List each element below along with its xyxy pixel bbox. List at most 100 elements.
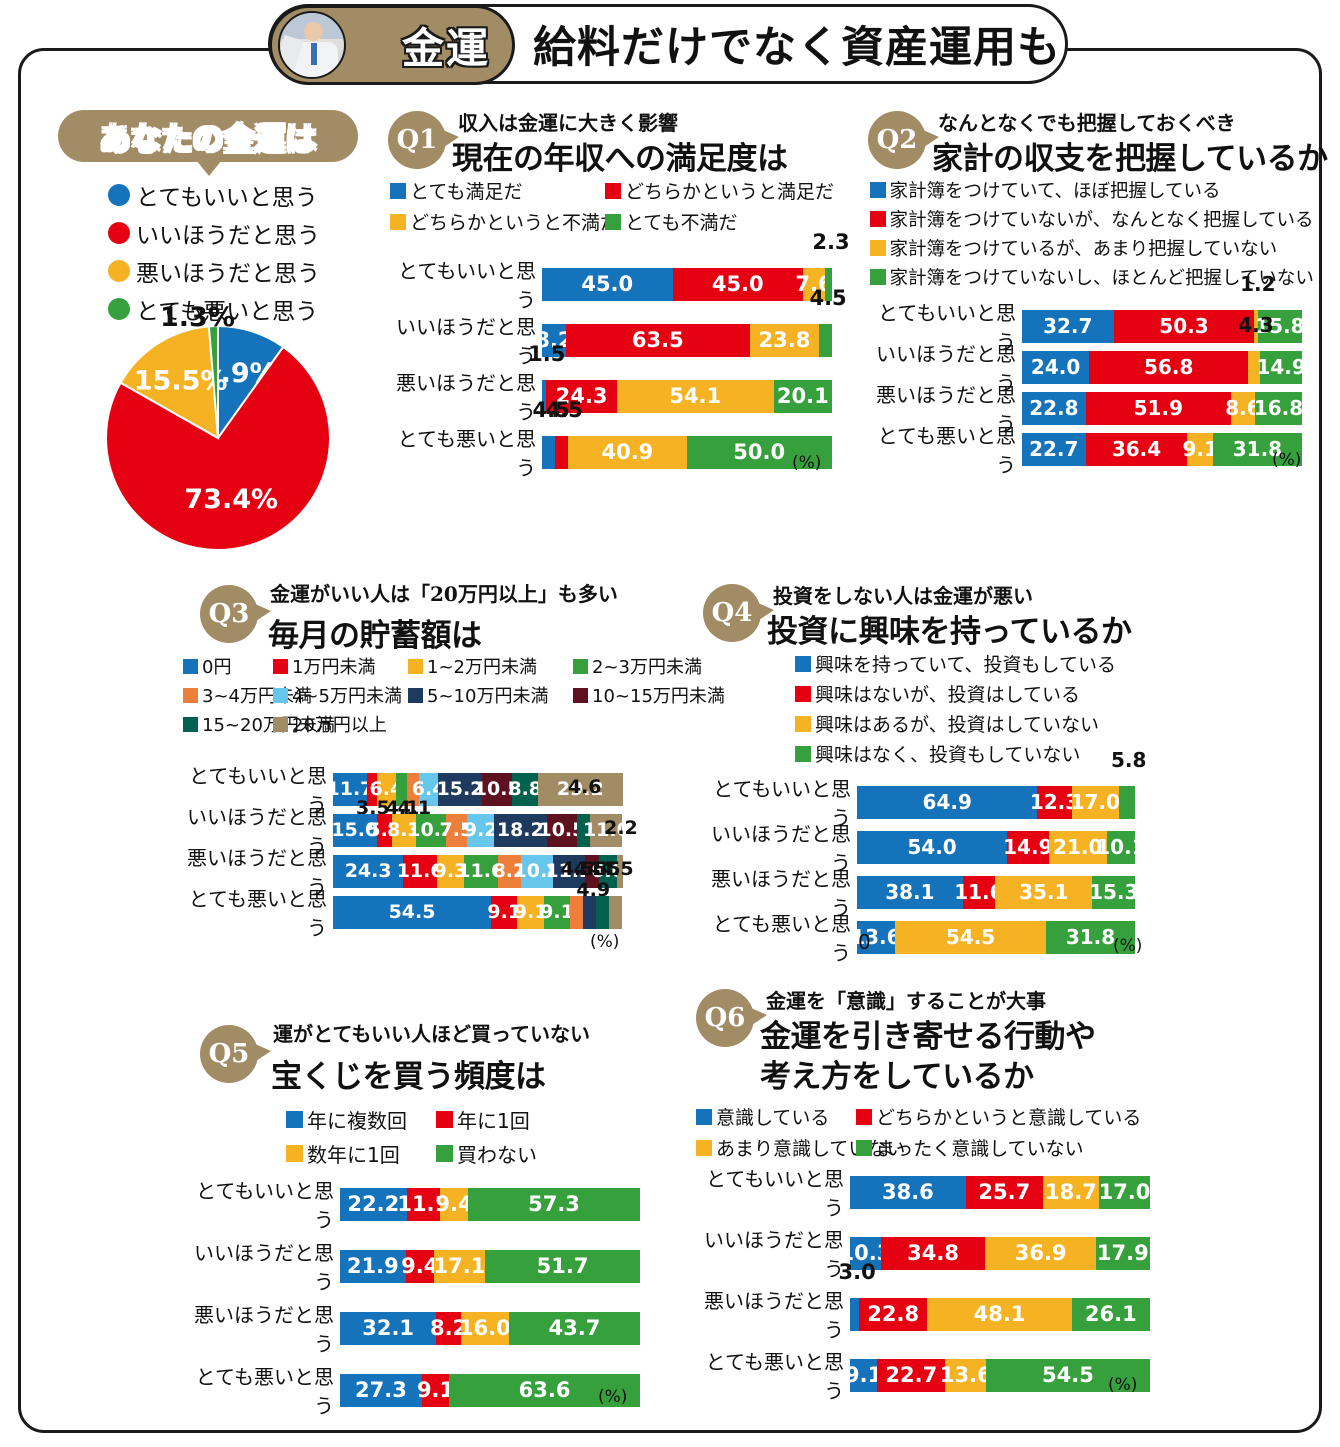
q-badge-q2: Q2 [868, 111, 939, 169]
bar-segment-value: 14.9 [1003, 835, 1053, 859]
q-badge-q5: Q5 [200, 1025, 271, 1083]
bar-segment: 8.6 [1225, 391, 1261, 425]
bar-segment-value: 10.3 [839, 1240, 892, 1265]
header-badge-label: 金運 [401, 23, 490, 73]
bar-segment [818, 323, 832, 357]
legend-swatch [183, 687, 198, 703]
legend-item: 2~3万円未満 [573, 653, 723, 679]
legend-swatch-red [108, 222, 130, 244]
bar-track: 13.6 54.5 31.8 [851, 920, 1135, 954]
legend-swatch [436, 1111, 453, 1128]
legend-item: 買わない [436, 1139, 566, 1168]
bar-segment-value: 32.1 [362, 1315, 415, 1340]
q-subtitle-q5: 運がとてもいい人ほど買っていない [273, 1022, 590, 1046]
bar-row: いいほうだと思う 8.2 63.5 23.8 4.5 [380, 286, 847, 369]
bar-segment: 38.6 [850, 1175, 966, 1209]
bar-segment-value: 9.1 [513, 900, 548, 923]
bar-outside-value: 3.0 [838, 1260, 876, 1284]
bar-segment: 17.0 [1099, 1175, 1150, 1209]
pie-heading-label: あなたの金運は [99, 121, 317, 158]
bar-row-label: いいほうだと思う [711, 822, 851, 875]
bar-segment-value: 9.4 [435, 1191, 473, 1216]
bar-row: いいほうだと思う 24.0 56.8 14.9 4.3 [860, 313, 1306, 396]
q-title-q1: 現在の年収への満足度は [452, 141, 788, 177]
bar-segment: 22.8 [1022, 391, 1086, 425]
bar-segment: 8.2 [430, 1311, 467, 1345]
bar-segment-value: 6.0 [591, 859, 625, 882]
bar-segment-value: 22.2 [347, 1191, 400, 1216]
bar-segment: 11.2 [545, 854, 592, 888]
bar-segment-value: 16.8 [1253, 396, 1304, 420]
bar-segment: 17.0 [1071, 785, 1120, 819]
legend-item: 数年に1回 [286, 1139, 436, 1168]
bar-row: いいほうだと思う 54.0 14.9 21.0 10.1 [695, 818, 1146, 876]
bar-segment: 22.7 [1022, 432, 1086, 466]
bar-row-label: 悪いほうだと思う [187, 846, 327, 899]
q-title-q6: 金運を引き寄せる行動や [760, 1019, 1096, 1055]
unit-label: (%) [1108, 1375, 1138, 1395]
legend-swatch [870, 211, 886, 227]
bar-row-label: いいほうだと思う [876, 342, 1016, 395]
bar-segment: 54.5 [333, 895, 492, 929]
bar-segment: 10.5 [474, 772, 521, 806]
bar-segment [395, 772, 408, 806]
bar-row-label: とてもいいと思う [713, 777, 851, 830]
q-title-q6: 考え方をしているか [760, 1059, 1034, 1095]
legend-item: 興味を持っていて、投資もしている [795, 650, 1116, 677]
legend-swatch-green [108, 298, 130, 320]
legend-swatch [183, 658, 198, 674]
legend-label: どちらかというと意識している [876, 1107, 1142, 1129]
bar-row-label: 悪いほうだと思う [711, 867, 851, 920]
legend-q2: 家計簿をつけていて、ほぼ把握している 家計簿をつけていないが、なんとなく把握してい… [870, 177, 1328, 293]
bar-segment-value: 15.0 [331, 818, 379, 841]
q-subtitle-q3: 金運がいい人は「20万円以上」も多い [270, 582, 618, 606]
legend-item: 4~5万円未満 [273, 682, 408, 708]
bar-segment-value: 15.8 [1255, 314, 1305, 338]
bar-row: とてもいいと思う 11.7 6.4 6.4 15.2 10.5 8.8 29.2 3.5 4.1 4… [175, 760, 623, 819]
bar-row-label: いいほうだと思う [187, 805, 327, 858]
legend-swatch [408, 687, 423, 703]
legend-label: 悪いほうだと思う [136, 261, 320, 287]
bar-segment [1248, 350, 1261, 384]
q-title-q4: 投資に興味を持っているか [767, 614, 1132, 650]
bar-row: とても悪いと思う 22.7 36.4 9.1 31.8 [860, 420, 1302, 478]
bar-segment: 56.8 [1089, 350, 1249, 384]
bar-segment-value: 45.0 [581, 271, 634, 296]
legend-label: 4~5万円未満 [292, 686, 402, 707]
pie-slice [207, 324, 219, 439]
bar-segment: 54.5 [986, 1358, 1150, 1392]
bar-segment: 34.8 [880, 1236, 986, 1270]
legend-item: 1~2万円未満 [408, 653, 573, 679]
bar-segment: 9.1 [417, 1373, 454, 1407]
legend-label: 年に1回 [457, 1109, 530, 1133]
bar-track: 9.1 22.7 13.6 54.5 [845, 1358, 1150, 1392]
bar-row-label: 悪いほうだと思う [194, 1303, 334, 1356]
q-badge-q6: Q6 [696, 989, 767, 1047]
legend-label: 興味はなく、投資もしていない [815, 744, 1081, 766]
legend-label: とてもいいと思う [136, 185, 318, 211]
bar-segment-value: 54.5 [388, 900, 436, 923]
bar-segment-value: 54.0 [907, 835, 957, 859]
bar-segment: 10.2 [407, 813, 454, 847]
bar-row: 悪いほうだと思う 22.8 48.1 26.1 3.0 [688, 1260, 1150, 1343]
bar-segment: 11.1 [397, 1187, 449, 1221]
unit-label: (%) [1272, 450, 1302, 470]
legend-item: 家計簿をつけていないが、なんとなく把握している [870, 206, 1314, 232]
bar-segment-value: 8.6 [1225, 396, 1261, 420]
bar-segment: 11.6 [954, 875, 1004, 909]
bar-segment-value: 26.1 [1084, 1301, 1137, 1326]
bar-segment-value: 43.7 [548, 1315, 601, 1340]
legend-item: 興味はあるが、投資はしていない [795, 710, 1099, 737]
bar-segment-value: 17.9 [1096, 1240, 1149, 1265]
legend-label: 15~20万円未満 [202, 715, 335, 736]
bar-segment-value: 7.6 [795, 271, 833, 296]
bar-segment-value: 11.7 [326, 777, 374, 800]
bar-track: 38.6 25.7 18.7 17.0 [850, 1175, 1150, 1209]
bar-row-label: 悪いほうだと思う [876, 383, 1016, 436]
legend-item: とても悪いと思う [108, 292, 320, 326]
bar-segment [1118, 785, 1135, 819]
bar-segment: 16.8 [1253, 391, 1304, 425]
legend-label: とても満足だ [410, 181, 523, 203]
bar-outside-value: 2.2 [604, 817, 638, 839]
legend-swatch [573, 658, 588, 674]
